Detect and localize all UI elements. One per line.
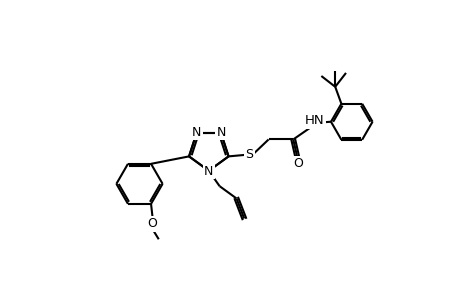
Text: N: N [204,165,213,178]
Text: O: O [147,218,157,230]
Text: HN: HN [304,115,324,128]
Text: N: N [216,126,225,139]
Text: O: O [292,157,302,170]
Text: N: N [191,126,201,139]
Text: S: S [245,148,253,161]
